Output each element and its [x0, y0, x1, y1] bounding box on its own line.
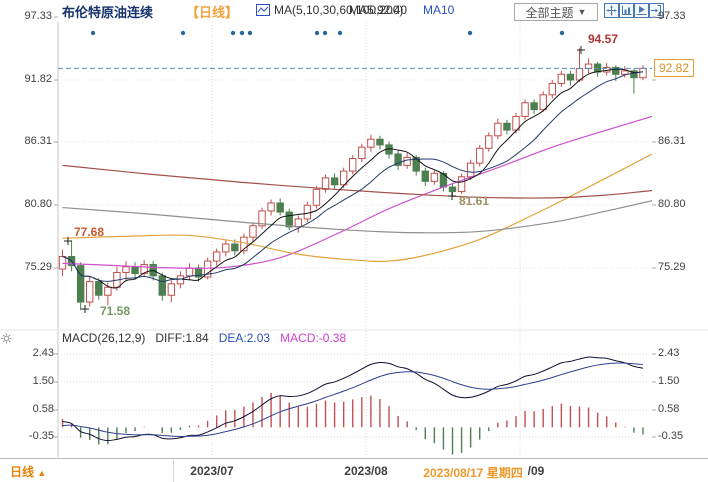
macd-tick-label: 0.58 [32, 403, 54, 415]
pan-icon[interactable] [604, 3, 619, 18]
date-axis-label: 2023/08/17 星期四 [423, 466, 523, 480]
last-price-badge: 92.82 [654, 59, 695, 77]
price-tick-label: 80.80 [658, 198, 686, 210]
macd-tick-label: 1.50 [658, 375, 680, 387]
price-marker-label: 81.61 [459, 194, 490, 208]
date-axis-label: 2023/07 [190, 464, 234, 478]
price-tick-label: 80.80 [24, 198, 52, 210]
exit-right-icon[interactable] [649, 3, 664, 18]
header: 布伦特原油连续 【日线】 MA(5,10,30,60,100,200) MA5:… [0, 0, 708, 22]
period-selector[interactable]: 日线 ▲ [10, 463, 46, 480]
date-bar-divider [173, 460, 174, 482]
playback-icon[interactable] [634, 3, 649, 18]
chart-type-icon[interactable] [256, 3, 270, 21]
macd-tick-label: -0.35 [28, 430, 54, 442]
date-axis-label: 2023/08 [344, 464, 388, 478]
theme-dropdown-label: 全部主题 [525, 5, 574, 20]
price-tick-label: 91.82 [24, 73, 52, 85]
price-tick-label: 86.31 [658, 135, 686, 147]
date-axis-bar: 日线 ▲ 2023/07 2023/08 2023/08/17 星期四/09 [0, 458, 708, 482]
price-marker-label: 71.58 [100, 304, 131, 318]
chevron-down-icon: ▼ [577, 7, 587, 17]
macd-tick-label: 2.43 [32, 347, 54, 359]
price-tick-label: 75.29 [24, 261, 52, 273]
panel-settings-icon[interactable] [1, 331, 12, 349]
price-tick-label: 86.31 [24, 135, 52, 147]
period-selector-label: 日线 [10, 465, 35, 479]
macd-tick-label: 2.43 [658, 347, 680, 359]
macd-dea-value: DEA:2.03 [218, 331, 271, 345]
macd-header: MACD(26,12,9) DIFF:1.84 DEA:2.03 MACD:-0… [62, 331, 346, 345]
price-tick-label: 97.33 [24, 10, 52, 22]
ma-settings-label: MA(5,10,30,60,100,200) [274, 3, 404, 17]
price-marker-label: 77.68 [74, 225, 105, 239]
ma10-value-label: MA10 [423, 3, 455, 17]
price-tick-label: 97.33 [658, 10, 686, 22]
ma5-value-label: MA5:92.40 [349, 3, 408, 17]
macd-diff-value: DIFF:1.84 [155, 331, 209, 345]
date-axis-label: /09 [527, 464, 545, 478]
price-tick-label: 75.29 [658, 261, 686, 273]
theme-dropdown[interactable]: 全部主题 ▼ [514, 3, 598, 21]
triangle-up-icon: ▲ [37, 468, 47, 478]
macd-tick-label: 1.50 [32, 375, 54, 387]
macd-tick-label: 0.58 [658, 403, 680, 415]
period-tag: 【日线】 [186, 5, 239, 20]
instrument-title: 布伦特原油连续 [62, 5, 154, 20]
macd-macd-value: MACD:-0.38 [280, 331, 347, 345]
macd-formula: MACD(26,12,9) [62, 331, 146, 345]
price-marker-label: 94.57 [588, 32, 619, 46]
macd-tick-label: -0.35 [658, 430, 684, 442]
range-stats-icon[interactable] [619, 3, 634, 18]
